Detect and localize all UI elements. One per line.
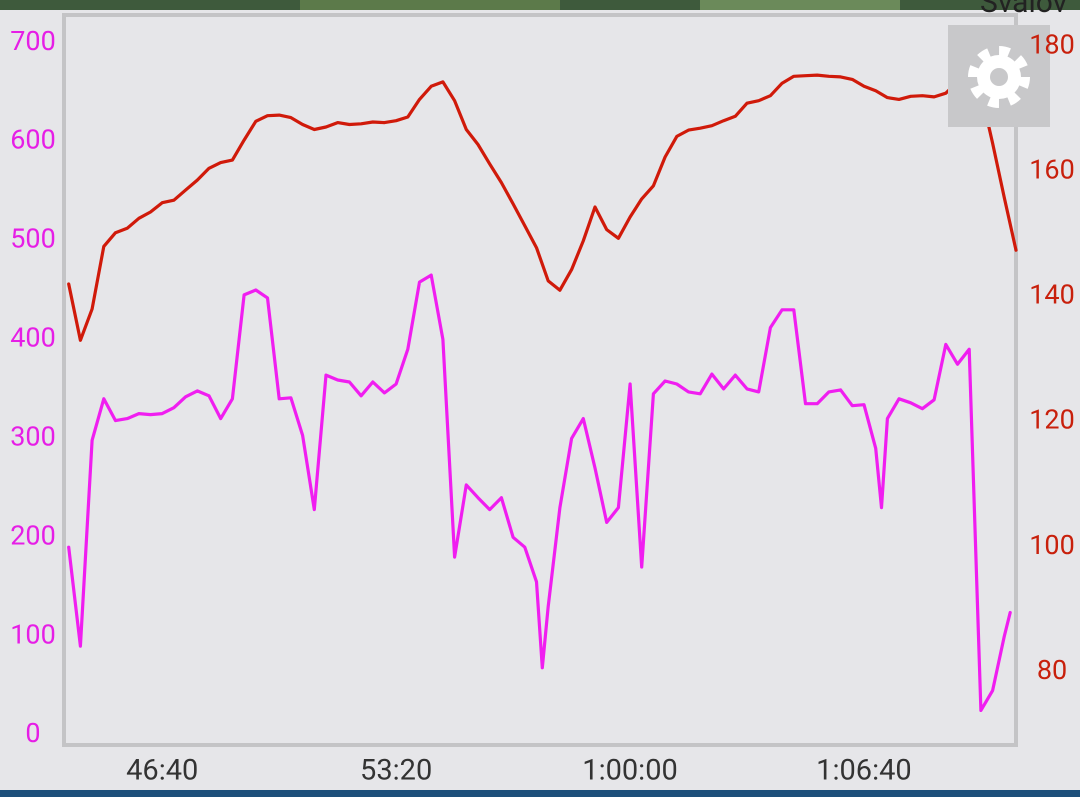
y-tick-label: 100 <box>10 618 56 650</box>
y-tick-label: 200 <box>10 519 56 551</box>
bottom-bar <box>0 790 1080 797</box>
y-tick-label: 0 <box>25 717 40 749</box>
map-field <box>300 0 560 10</box>
y-tick-label: 300 <box>10 420 56 452</box>
y2-tick-label: 180 <box>1029 28 1075 60</box>
plot-frame <box>62 13 1018 747</box>
data-line <box>67 273 1012 712</box>
gear-hole <box>990 68 1008 86</box>
gear-teeth <box>968 46 1030 108</box>
settings-button[interactable] <box>948 25 1050 127</box>
y-tick-label: 600 <box>10 124 56 156</box>
map-field <box>700 0 900 10</box>
y2-tick-label: 140 <box>1029 279 1075 311</box>
y-tick-label: 400 <box>10 322 56 354</box>
y-tick-label: 700 <box>10 25 56 57</box>
x-tick-label: 1:06:40 <box>816 754 912 788</box>
data-line <box>67 73 1018 342</box>
y2-tick-label: 120 <box>1029 404 1075 436</box>
y-tick-label: 500 <box>10 223 56 255</box>
x-tick-label: 53:20 <box>360 754 432 788</box>
x-tick-label: 46:40 <box>126 754 198 788</box>
x-tick-label: 1:00:00 <box>582 754 678 788</box>
plot-area <box>67 73 1018 712</box>
y2-tick-label: 100 <box>1029 529 1075 561</box>
y2-tick-label: 80 <box>1037 654 1067 686</box>
y2-tick-label: 160 <box>1029 154 1075 186</box>
